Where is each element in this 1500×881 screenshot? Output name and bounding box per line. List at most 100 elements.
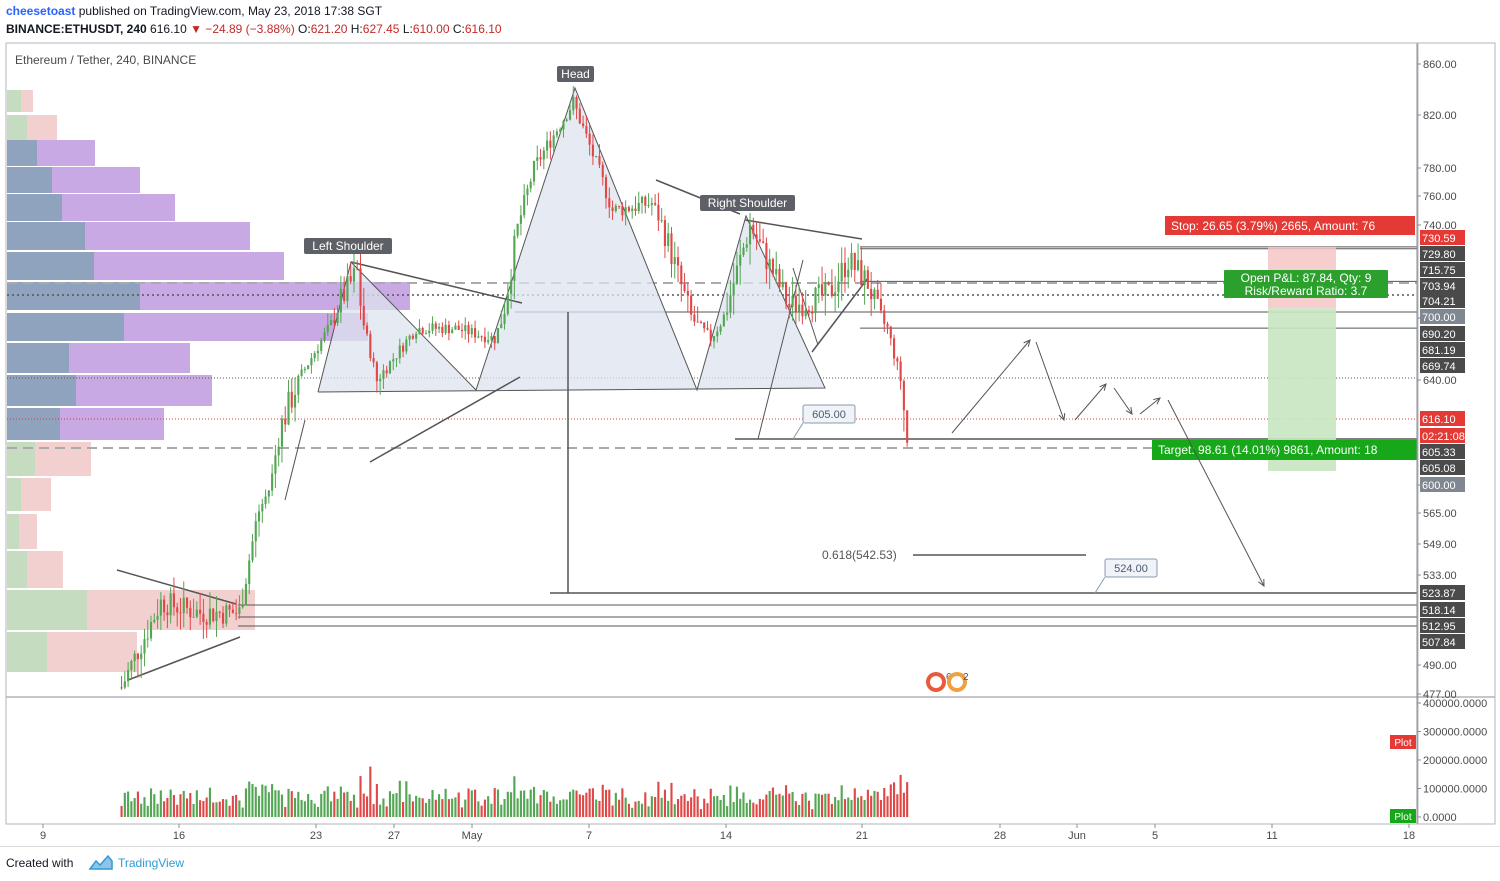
- volume-bar: [879, 800, 883, 817]
- volume-bar: [287, 788, 290, 817]
- vp-bar-down: [37, 140, 95, 166]
- candle-body: [477, 336, 480, 338]
- tradingview-logo-icon[interactable]: [88, 853, 114, 871]
- candle-body: [238, 607, 241, 614]
- candles: [120, 86, 909, 690]
- candle-body: [860, 260, 863, 285]
- price-tick-label: 533.00: [1423, 570, 1457, 582]
- candle-body: [493, 336, 496, 344]
- candle-body: [794, 295, 797, 312]
- plot-badge-red: [1390, 735, 1416, 749]
- volume-bar: [333, 791, 336, 817]
- volume-bar: [572, 789, 575, 817]
- volume-bar: [755, 804, 758, 817]
- volume-bar: [647, 806, 650, 817]
- vp-bar-up: [7, 408, 60, 440]
- time-axis[interactable]: 9 16 23 27 May 7 14 21 28 Jun 5 11 18: [40, 824, 1415, 842]
- stop-text: Stop: 26.65 (3.79%) 2665, Amount: 76: [1171, 219, 1375, 233]
- triangle-lower: [127, 636, 241, 681]
- vp-bar-up: [7, 222, 85, 250]
- volume-bar: [336, 798, 339, 817]
- fib-label: 0.618(542.53): [822, 548, 897, 562]
- volume-bar: [392, 793, 395, 817]
- volume-bar: [742, 792, 745, 817]
- candle-body: [811, 312, 814, 314]
- low-label: L:: [402, 22, 413, 36]
- candle-body: [768, 259, 771, 270]
- time-tick-label: 28: [994, 830, 1006, 842]
- candle-body: [598, 155, 601, 165]
- outer-border: [5, 42, 1496, 825]
- candle-body: [395, 358, 398, 360]
- candle-body: [248, 560, 251, 584]
- volume-bar: [748, 799, 752, 817]
- volume-bar: [395, 793, 398, 817]
- candle-body: [280, 418, 284, 447]
- chart-canvas[interactable]: Stop: 26.65 (3.79%) 2665, Amount: 76 Open…: [0, 0, 1500, 846]
- candle-body: [244, 583, 248, 605]
- candle-body: [189, 607, 192, 618]
- symbol-info: BINANCE:ETHUSDT, 240 616.10 ▼ −24.89 (−3…: [6, 22, 502, 36]
- candle-body: [402, 345, 405, 352]
- volume-bar: [657, 781, 660, 817]
- candle-body: [123, 681, 126, 688]
- price-axis[interactable]: 860.00 820.00 780.00 760.00 740.00 700.00 640.…: [1417, 59, 1487, 824]
- candle-body: [657, 204, 660, 221]
- candle-body: [169, 593, 172, 616]
- candle-body: [362, 305, 365, 326]
- candle-body: [221, 612, 225, 624]
- volume-bar: [349, 800, 352, 817]
- candle-body: [454, 325, 457, 330]
- candle-body: [526, 188, 529, 196]
- tradingview-brand[interactable]: TradingView: [118, 856, 185, 870]
- price-marker-label: 616.10: [1422, 414, 1456, 426]
- time-tick-label: 21: [856, 830, 868, 842]
- price-marker: [1420, 293, 1465, 308]
- candle-body: [820, 284, 824, 296]
- projection-arrows: [951, 339, 1265, 588]
- candle-body: [379, 378, 382, 382]
- volume-bar: [257, 795, 261, 817]
- volume-bar: [483, 799, 486, 817]
- volume-bar: [906, 782, 909, 817]
- left-shoulder-label-bg: [304, 238, 392, 254]
- volume-bar: [388, 791, 392, 817]
- candle-body: [837, 281, 840, 293]
- volume-bar: [768, 790, 771, 817]
- volume-bar: [542, 790, 545, 817]
- candle-body: [323, 332, 326, 341]
- candle-body: [843, 262, 847, 278]
- candle-body: [896, 358, 899, 362]
- volume-bar: [798, 804, 801, 817]
- volume-bar: [876, 791, 879, 817]
- low-value: 610.00: [412, 22, 450, 36]
- candle-body: [699, 321, 703, 323]
- volume-bar: [519, 790, 522, 817]
- volume-bar: [611, 805, 614, 817]
- candle-body: [451, 329, 454, 334]
- price-marker-label: 523.87: [1422, 588, 1456, 600]
- candle-body: [585, 126, 588, 134]
- vp-bar-up: [7, 343, 69, 373]
- candle-body: [496, 328, 500, 344]
- volume-bar: [650, 796, 653, 817]
- position-tool[interactable]: Stop: 26.65 (3.79%) 2665, Amount: 76 Open…: [1152, 216, 1417, 472]
- candle-body: [555, 131, 558, 136]
- author-name[interactable]: cheesetoast: [6, 4, 76, 18]
- price-marker: [1420, 634, 1465, 649]
- volume-bar: [814, 793, 817, 817]
- volume-bar: [356, 807, 359, 817]
- price-marker-label: 518.14: [1422, 605, 1456, 617]
- volume-bar: [673, 804, 676, 817]
- volume-bar: [712, 796, 716, 817]
- candle-body: [267, 490, 270, 497]
- volume-bar: [280, 794, 284, 817]
- volume-bar: [254, 786, 257, 817]
- volume-bar: [516, 798, 519, 817]
- volume-bar: [490, 803, 493, 817]
- candle-body: [748, 224, 752, 245]
- candle-body: [510, 280, 513, 294]
- volume-bar: [379, 804, 382, 817]
- price-label-pointer: [1094, 576, 1106, 594]
- volume-bar: [820, 794, 824, 817]
